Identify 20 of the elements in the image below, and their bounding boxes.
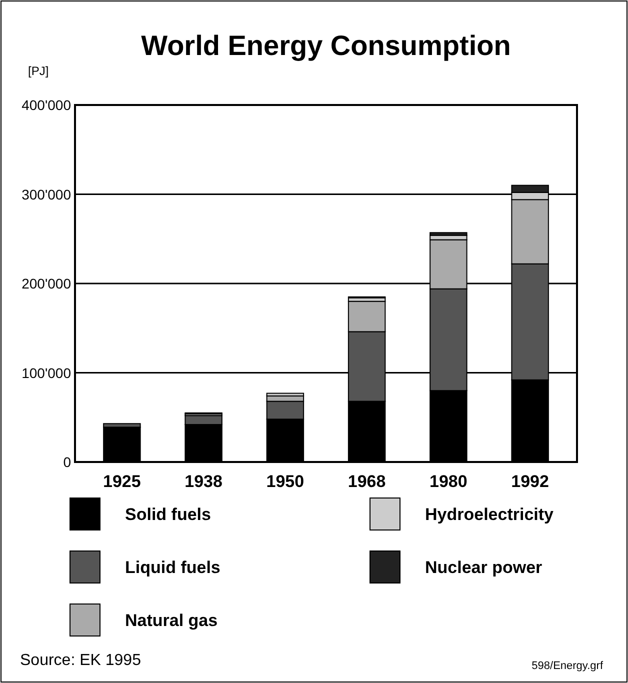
- y-tick-label: 300'000: [22, 186, 72, 202]
- legend-label: Liquid fuels: [125, 558, 220, 577]
- y-tick-label: 400'000: [22, 97, 72, 113]
- x-tick-label: 1925: [103, 472, 141, 491]
- x-tick-label: 1938: [184, 472, 222, 491]
- y-tick-label: 100'000: [22, 364, 72, 381]
- y-tick-label: 0: [63, 454, 72, 470]
- x-tick-label: 1992: [511, 472, 549, 491]
- x-tick-label: 1980: [430, 472, 468, 491]
- x-tick-label: 1968: [348, 472, 386, 491]
- y-axis-title: [PJ]: [28, 64, 49, 78]
- x-tick-label: 1950: [266, 472, 304, 491]
- legend-label: Solid fuels: [125, 505, 211, 524]
- y-tick-label: 200'000: [22, 276, 72, 292]
- text: 598/Energy.grf: [532, 660, 604, 672]
- chart-title: World Energy Consumption: [141, 30, 511, 61]
- source-note: Source: EK 1995: [20, 652, 142, 669]
- legend-label: Natural gas: [125, 611, 218, 630]
- legend-label: Hydroelectricity: [425, 505, 554, 524]
- legend-label: Nuclear power: [425, 558, 543, 577]
